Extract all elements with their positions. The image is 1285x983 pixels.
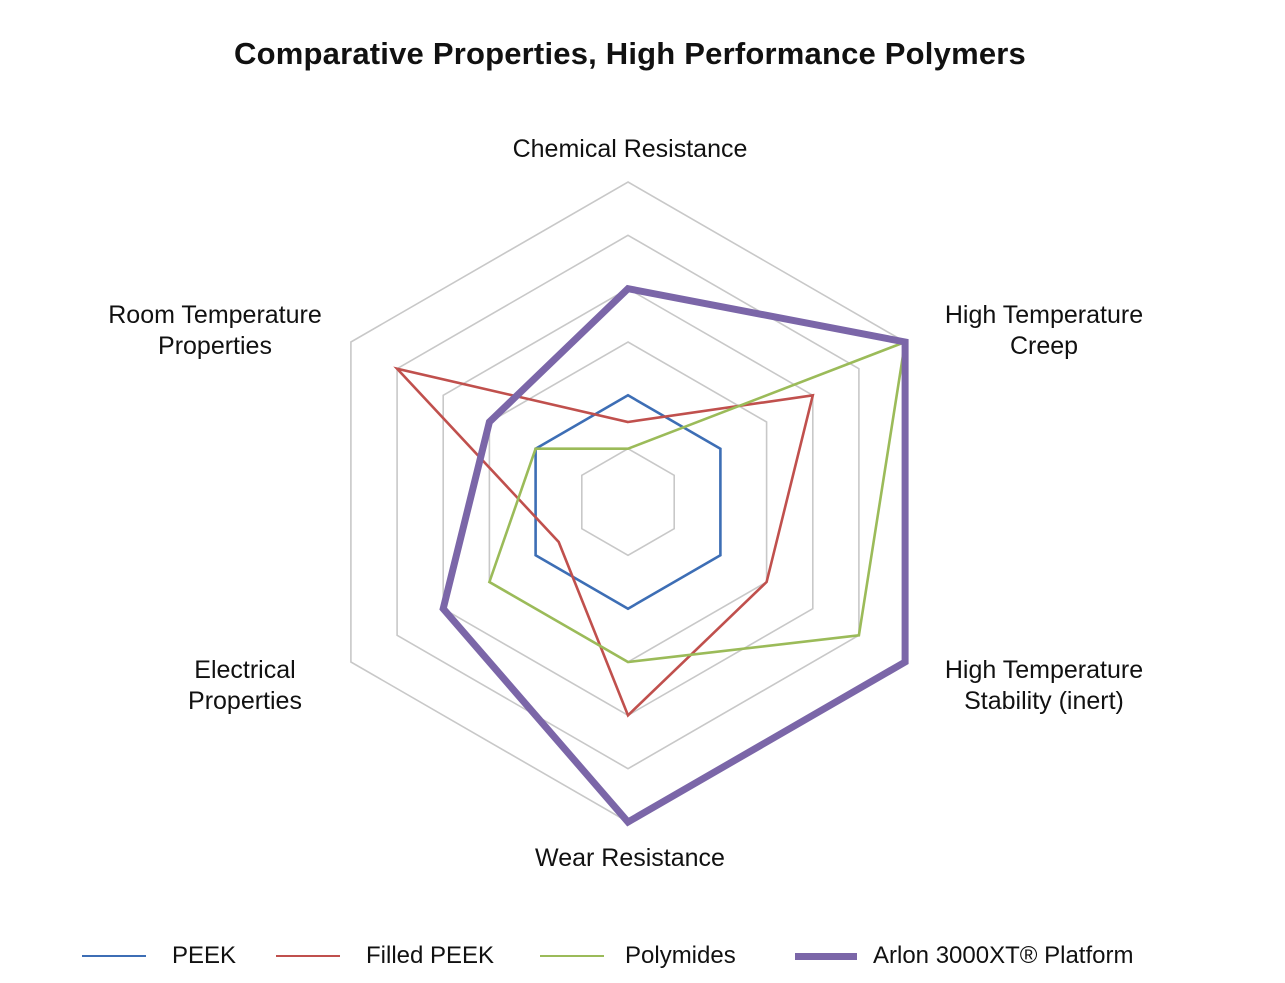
- grid-ring: [580, 447, 676, 557]
- legend-swatch: [82, 955, 146, 957]
- grid-ring: [350, 181, 906, 823]
- axis-label-line: Creep: [1010, 332, 1078, 360]
- series-line-filled-peek: [393, 366, 815, 718]
- legend-swatch: [276, 955, 340, 957]
- axis-label: Wear Resistance: [535, 844, 725, 872]
- radar-grid: [350, 181, 906, 823]
- axis-label-line: Wear Resistance: [535, 844, 725, 872]
- axis-label: Chemical Resistance: [513, 135, 748, 163]
- legend-label: Filled PEEK: [366, 942, 495, 969]
- axis-label: Electrical Properties: [188, 656, 302, 715]
- axis-label-line: Stability (inert): [964, 687, 1124, 715]
- grid-ring: [488, 341, 768, 663]
- axis-label-line: Properties: [158, 332, 272, 360]
- legend-label: Polymides: [625, 942, 736, 969]
- axis-label-line: High Temperature: [945, 301, 1143, 329]
- chart-title: Comparative Properties, High Performance…: [234, 36, 1026, 71]
- legend: PEEK Filled PEEK Polymides Arlon 3000XT® Pl…: [0, 936, 1285, 976]
- legend-label: Arlon 3000XT® Platform: [873, 942, 1134, 969]
- axis-label-line: High Temperature: [945, 656, 1143, 684]
- grid-ring: [534, 394, 722, 610]
- series-line-peek: [534, 393, 722, 611]
- axis-label: Room Temperature Properties: [108, 301, 322, 360]
- series-line-polymides: [487, 339, 907, 664]
- series-line-arlon-3000xt-platform: [439, 284, 909, 827]
- grid-ring: [442, 287, 814, 717]
- axis-label: High Temperature Creep: [945, 301, 1143, 360]
- legend-label: PEEK: [172, 942, 237, 969]
- axis-label-line: Properties: [188, 687, 302, 715]
- radar-chart: Chemical Resistance High Temperature Creep…: [108, 135, 1143, 872]
- axis-label-line: Electrical: [194, 656, 295, 684]
- axis-label-line: Room Temperature: [108, 301, 322, 329]
- radar-series: [393, 284, 909, 827]
- legend-swatch: [795, 953, 857, 960]
- axis-labels: Chemical Resistance High Temperature Creep…: [108, 135, 1143, 872]
- legend-swatch: [540, 955, 604, 957]
- axis-label: High Temperature Stability (inert): [945, 656, 1143, 715]
- axis-label-line: Chemical Resistance: [513, 135, 748, 163]
